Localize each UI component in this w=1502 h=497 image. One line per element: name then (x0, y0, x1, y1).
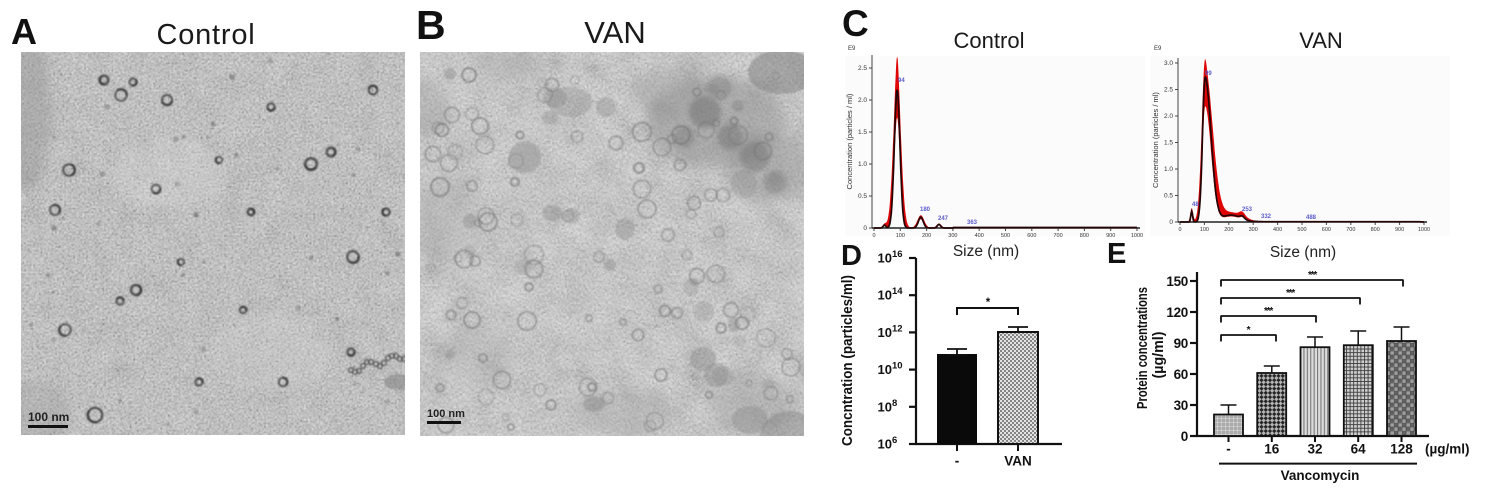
svg-text:-: - (955, 454, 960, 469)
svg-text:12: 12 (892, 323, 903, 334)
svg-text:700: 700 (1346, 227, 1355, 233)
svg-text:90: 90 (1174, 336, 1188, 351)
svg-text:0: 0 (872, 233, 875, 239)
svg-text:64: 64 (1351, 442, 1367, 457)
svg-text:100 nm: 100 nm (427, 408, 465, 420)
svg-text:-: - (1226, 442, 1231, 457)
svg-text:16: 16 (892, 249, 903, 260)
svg-text:*: * (1247, 325, 1251, 336)
svg-text:332: 332 (1261, 214, 1272, 220)
svg-text:500: 500 (1001, 233, 1010, 239)
svg-text:100 nm: 100 nm (28, 410, 69, 424)
svg-text:10: 10 (878, 288, 892, 303)
svg-text:180: 180 (920, 207, 931, 213)
svg-text:10: 10 (878, 437, 892, 452)
svg-text:128: 128 (1390, 442, 1413, 457)
svg-text:10: 10 (878, 251, 892, 266)
svg-text:3.0: 3.0 (1164, 60, 1173, 67)
svg-text:48: 48 (1192, 202, 1199, 208)
svg-text:120: 120 (1166, 305, 1188, 320)
svg-text:E9: E9 (1154, 46, 1162, 52)
svg-text:200: 200 (922, 233, 931, 239)
svg-text:400: 400 (1273, 227, 1282, 233)
svg-text:Concntration (particles/ml): Concntration (particles/ml) (839, 275, 856, 446)
svg-text:(µg/ml): (µg/ml) (1425, 442, 1470, 457)
svg-text:2.0: 2.0 (1164, 113, 1173, 120)
svg-text:Protein concentrations: Protein concentrations (1134, 287, 1151, 409)
svg-text:2.5: 2.5 (1164, 87, 1173, 94)
svg-text:8: 8 (892, 398, 897, 409)
svg-text:32: 32 (1307, 442, 1322, 457)
svg-text:14: 14 (892, 286, 903, 297)
svg-text:***: *** (1308, 270, 1317, 281)
svg-text:700: 700 (1054, 233, 1063, 239)
svg-text:600: 600 (1027, 233, 1036, 239)
svg-text:0: 0 (1169, 219, 1173, 226)
svg-text:253: 253 (1242, 207, 1253, 213)
svg-text:(µg/ml): (µg/ml) (1150, 331, 1167, 378)
svg-text:1.0: 1.0 (1164, 166, 1173, 173)
svg-text:488: 488 (1306, 215, 1317, 221)
svg-text:0: 0 (1178, 227, 1181, 233)
svg-text:0: 0 (1181, 429, 1188, 444)
svg-text:10: 10 (878, 399, 892, 414)
svg-text:400: 400 (975, 233, 984, 239)
svg-text:900: 900 (1395, 227, 1404, 233)
svg-text:10: 10 (878, 362, 892, 377)
svg-text:E9: E9 (848, 46, 856, 52)
svg-text:99: 99 (1205, 71, 1212, 77)
svg-text:10: 10 (892, 361, 903, 372)
svg-text:VAN: VAN (1004, 454, 1032, 469)
svg-text:Concentration (particles / ml): Concentration (particles / ml) (845, 93, 854, 189)
svg-text:1000: 1000 (1131, 233, 1143, 239)
svg-text:600: 600 (1322, 227, 1331, 233)
svg-text:60: 60 (1174, 367, 1188, 382)
svg-text:0.5: 0.5 (858, 193, 867, 200)
svg-text:150: 150 (1166, 274, 1188, 289)
svg-text:2.0: 2.0 (858, 97, 867, 104)
svg-text:6: 6 (892, 435, 897, 446)
svg-text:300: 300 (948, 233, 957, 239)
svg-text:94: 94 (898, 78, 905, 84)
svg-text:10: 10 (878, 325, 892, 340)
svg-text:1.0: 1.0 (858, 161, 867, 168)
svg-text:***: *** (1286, 288, 1295, 299)
svg-text:0.5: 0.5 (1164, 193, 1173, 200)
svg-text:800: 800 (1371, 227, 1380, 233)
svg-text:363: 363 (967, 220, 978, 226)
svg-text:16: 16 (1264, 442, 1280, 457)
svg-text:500: 500 (1297, 227, 1306, 233)
svg-text:100: 100 (896, 233, 905, 239)
svg-text:Concentration (particles / ml): Concentration (particles / ml) (1151, 92, 1160, 188)
svg-text:1.5: 1.5 (1164, 140, 1173, 147)
svg-text:300: 300 (1249, 227, 1258, 233)
svg-text:800: 800 (1080, 233, 1089, 239)
svg-text:***: *** (1264, 306, 1273, 317)
svg-text:200: 200 (1224, 227, 1233, 233)
svg-text:*: * (986, 297, 991, 309)
svg-text:1.5: 1.5 (858, 129, 867, 136)
svg-text:900: 900 (1106, 233, 1115, 239)
svg-text:100: 100 (1200, 227, 1209, 233)
svg-text:0: 0 (863, 225, 867, 232)
svg-text:2.5: 2.5 (858, 65, 867, 72)
svg-text:30: 30 (1174, 398, 1188, 413)
svg-text:1000: 1000 (1418, 227, 1430, 233)
svg-text:Vancomycin: Vancomycin (1281, 468, 1360, 483)
svg-text:247: 247 (938, 216, 949, 222)
